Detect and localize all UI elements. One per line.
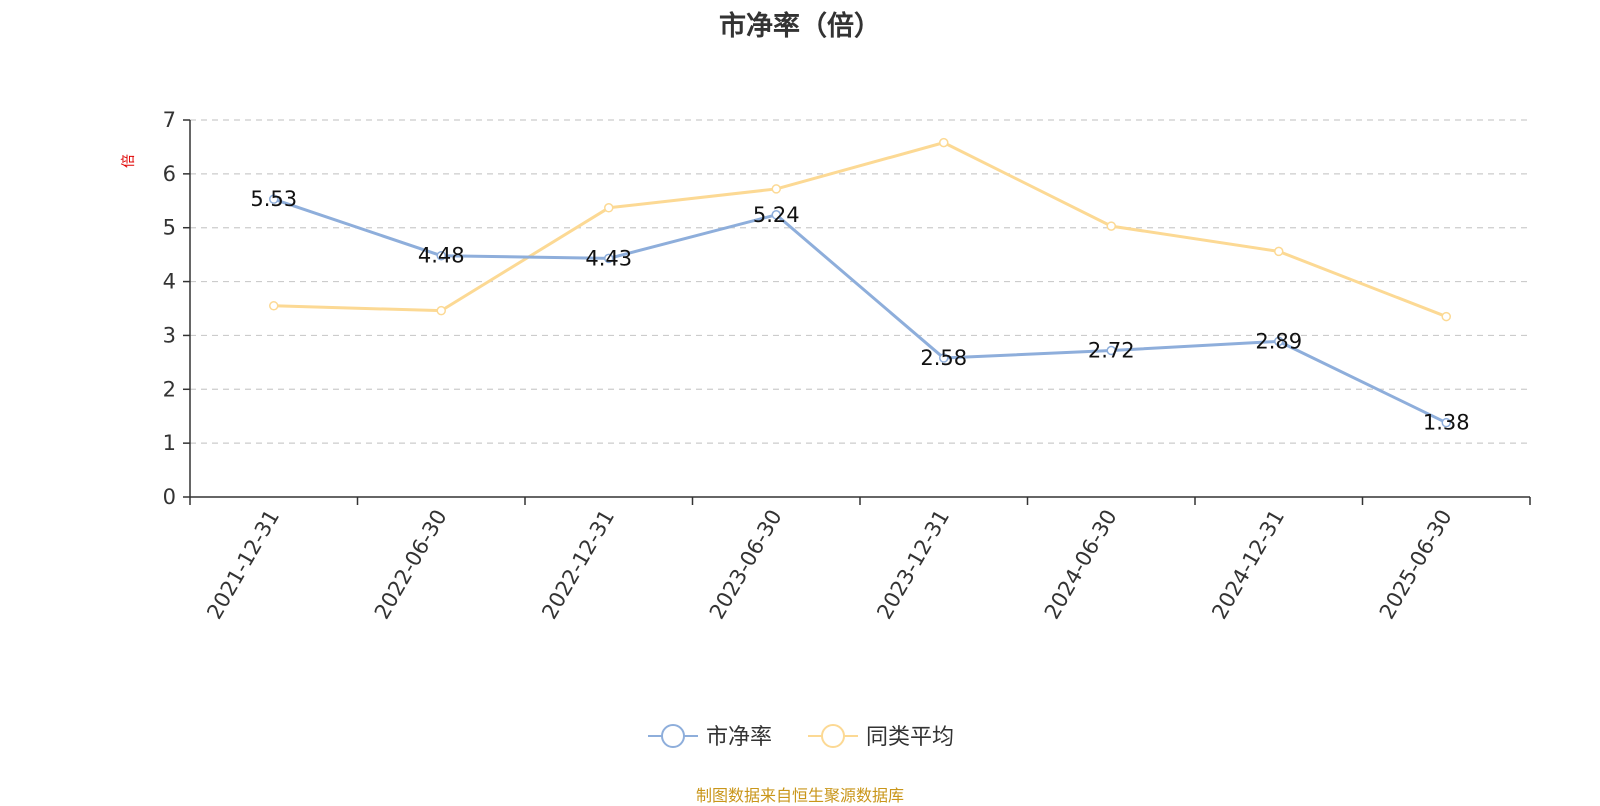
- series-1-point[interactable]: [1441, 417, 1451, 428]
- series-2-point[interactable]: [269, 301, 279, 311]
- x-tick-label: 2021-12-31: [202, 506, 284, 624]
- data-label: 2.72: [1088, 339, 1135, 363]
- legend-label: 市净率: [706, 725, 772, 750]
- series-2-point[interactable]: [771, 184, 781, 194]
- x-tick-label: 2022-06-30: [370, 506, 452, 624]
- series-2-point[interactable]: [436, 305, 446, 316]
- x-tick-label: 2022-12-31: [537, 506, 619, 624]
- y-tick-label: 0: [163, 485, 176, 509]
- series: [269, 137, 1451, 428]
- legend-item-2[interactable]: 同类平均: [808, 724, 954, 750]
- y-tick-label: 5: [163, 216, 176, 240]
- data-label: 2.58: [920, 346, 967, 370]
- legend-marker: [821, 724, 845, 748]
- legend: 市净率 同类平均: [648, 724, 954, 750]
- series-1-point[interactable]: [1274, 336, 1284, 347]
- x-tick-label: 2023-12-31: [872, 506, 954, 624]
- data-label: 4.48: [418, 244, 465, 268]
- series-1-point[interactable]: [604, 253, 614, 264]
- y-tick-label: 7: [163, 108, 176, 132]
- data-label: 4.43: [585, 246, 632, 270]
- data-labels: 5.53 4.48 4.43 5.24 2.58 2.72 2.89 1.38: [250, 187, 1469, 435]
- data-label: 5.24: [753, 203, 800, 227]
- y-tick-label: 6: [163, 162, 176, 186]
- y-tick-label: 3: [163, 323, 176, 347]
- data-label: 1.38: [1423, 411, 1470, 435]
- axes: 0 1 2 3 4 5 6 7 倍 2021-12-31 2022-06-30 2022-12-31 2…: [121, 108, 1531, 624]
- series-2-point[interactable]: [1274, 246, 1284, 257]
- legend-marker: [661, 724, 685, 748]
- series-1-point[interactable]: [1106, 345, 1116, 356]
- y-axis-label: 倍: [121, 154, 137, 168]
- y-tick-label: 2: [163, 377, 176, 401]
- x-tick-label: 2025-06-30: [1375, 506, 1457, 624]
- x-tick-label: 2024-12-31: [1207, 506, 1289, 624]
- series-2-point[interactable]: [604, 203, 614, 213]
- series-1-point[interactable]: [771, 210, 781, 220]
- data-label: 2.89: [1255, 329, 1302, 353]
- series-2-point[interactable]: [1441, 311, 1451, 322]
- x-tick-label: 2024-06-30: [1040, 506, 1122, 624]
- legend-label: 同类平均: [866, 725, 954, 750]
- series-line-2: [273, 141, 1447, 318]
- chart-title: 市净率（倍）: [719, 11, 881, 42]
- y-tick-label: 4: [163, 270, 176, 294]
- y-tick-label: 1: [163, 431, 176, 455]
- legend-item-1[interactable]: 市净率: [648, 724, 772, 750]
- source-note: 制图数据来自恒生聚源数据库: [695, 786, 904, 805]
- series-1-point[interactable]: [939, 353, 949, 363]
- grid-lines: [190, 119, 1530, 444]
- series-1-point[interactable]: [269, 194, 279, 204]
- series-2-point[interactable]: [939, 137, 949, 148]
- series-1-point[interactable]: [436, 250, 446, 261]
- series-2-point[interactable]: [1106, 221, 1116, 231]
- series-line-1: [273, 197, 1447, 425]
- data-label: 5.53: [250, 187, 297, 211]
- x-tick-label: 2023-06-30: [705, 506, 787, 624]
